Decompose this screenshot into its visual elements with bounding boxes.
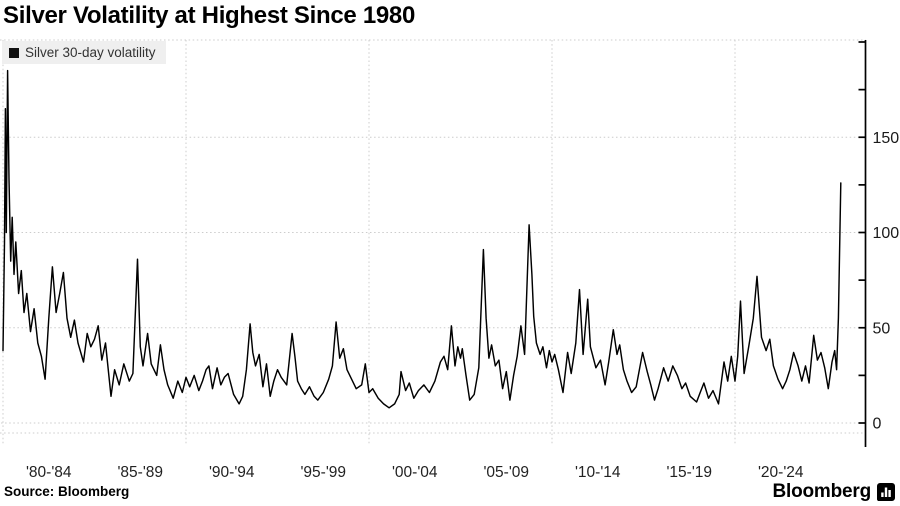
x-tick-label: '80-'84: [26, 464, 72, 481]
x-tick-label: '05-'09: [483, 464, 529, 481]
y-tick-label: 50: [873, 320, 891, 337]
x-tick-label: '20-'24: [758, 464, 804, 481]
x-tick-label: '10-'14: [575, 464, 621, 481]
legend: Silver 30-day volatility: [2, 41, 166, 64]
legend-label: Silver 30-day volatility: [25, 45, 156, 60]
x-tick-label: '95-'99: [300, 464, 346, 481]
chart-title: Silver Volatility at Highest Since 1980: [3, 2, 416, 29]
x-tick-label: '15-'19: [666, 464, 712, 481]
y-tick-label: 0: [873, 416, 882, 433]
y-tick-label: 150: [873, 130, 900, 147]
bloomberg-logo: Bloomberg: [773, 481, 895, 503]
source-label: Source: Bloomberg: [4, 484, 130, 499]
bloomberg-bars-bubble-icon: [877, 483, 895, 501]
legend-swatch-icon: [9, 47, 19, 58]
bloomberg-wordmark: Bloomberg: [772, 481, 872, 502]
x-tick-label: '90-'94: [209, 464, 255, 481]
series-line-silver-30d-volatility: [2, 69, 842, 409]
y-tick-label: 100: [873, 225, 900, 242]
x-tick-label: '00-'04: [392, 464, 438, 481]
x-tick-label: '85-'89: [117, 464, 163, 481]
